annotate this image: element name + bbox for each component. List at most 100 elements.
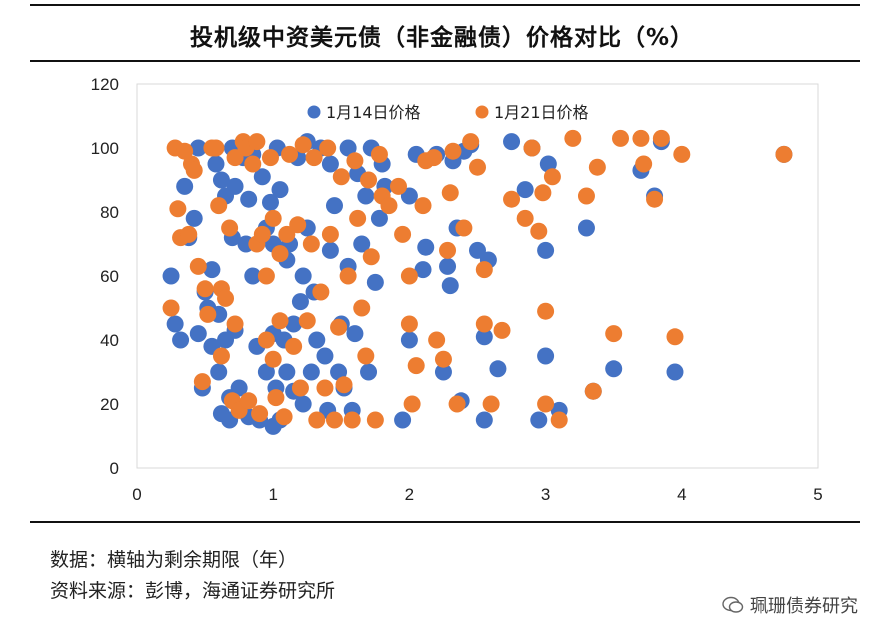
scatter-point-1 <box>172 331 190 349</box>
scatter-point-2 <box>264 209 282 227</box>
title-rule <box>30 60 860 62</box>
scatter-point-1 <box>176 177 194 195</box>
data-note: 数据：横轴为剩余期限（年） <box>50 549 298 571</box>
scatter-point-1 <box>417 238 435 256</box>
x-tick-label: 2 <box>405 485 414 504</box>
chart-title: 投机级中资美元债（非金融债）价格对比（%） <box>189 25 695 51</box>
scatter-point-2 <box>335 376 353 394</box>
scatter-point-2 <box>530 222 548 240</box>
scatter-point-1 <box>210 363 228 381</box>
scatter-point-2 <box>434 350 452 368</box>
scatter-point-2 <box>394 225 412 243</box>
scatter-point-2 <box>462 133 480 151</box>
scatter-point-2 <box>298 312 316 330</box>
scatter-point-2 <box>652 129 670 147</box>
scatter-point-1 <box>357 187 375 205</box>
scatter-point-2 <box>207 139 225 157</box>
chart-bottom-rule <box>30 521 860 523</box>
scatter-point-2 <box>302 235 320 253</box>
legend-label-2: 1月21日价格 <box>494 103 589 122</box>
scatter-point-2 <box>289 216 307 234</box>
scatter-point-1 <box>434 363 452 381</box>
scatter-point-1 <box>605 360 623 378</box>
scatter-point-2 <box>400 267 418 285</box>
scatter-point-2 <box>199 305 217 323</box>
scatter-point-2 <box>635 155 653 173</box>
scatter-point-2 <box>275 408 293 426</box>
legend-marker-1 <box>307 105 321 119</box>
scatter-point-2 <box>193 373 211 391</box>
y-tick-label: 20 <box>100 395 119 414</box>
scatter-point-2 <box>357 347 375 365</box>
scatter-point-2 <box>537 395 555 413</box>
x-tick-label: 0 <box>132 485 141 504</box>
scatter-point-2 <box>523 139 541 157</box>
scatter-point-1 <box>207 155 225 173</box>
scatter-point-2 <box>240 392 258 410</box>
scatter-point-2 <box>588 158 606 176</box>
scatter-point-1 <box>503 133 521 151</box>
scatter-point-1 <box>240 190 258 208</box>
scatter-point-1 <box>370 209 388 227</box>
scatter-point-1 <box>394 411 412 429</box>
scatter-point-2 <box>534 184 552 202</box>
scatter-point-2 <box>605 325 623 343</box>
scatter-point-1 <box>185 209 203 227</box>
scatter-point-1 <box>257 363 275 381</box>
scatter-point-2 <box>516 209 534 227</box>
scatter-point-2 <box>360 171 378 189</box>
scatter-point-2 <box>366 411 384 429</box>
scatter-point-2 <box>271 312 289 330</box>
scatter-point-2 <box>305 149 323 167</box>
scatter-point-2 <box>673 145 691 163</box>
y-tick-label: 40 <box>100 331 119 350</box>
scatter-point-2 <box>646 190 664 208</box>
scatter-point-2 <box>425 149 443 167</box>
scatter-point-1 <box>261 193 279 211</box>
scatter-point-2 <box>278 225 296 243</box>
scatter-point-2 <box>414 197 432 215</box>
legend-marker-2 <box>475 105 489 119</box>
scatter-point-2 <box>332 168 350 186</box>
scatter-point-2 <box>353 299 371 317</box>
scatter-point-2 <box>407 357 425 375</box>
scatter-point-2 <box>226 315 244 333</box>
scatter-point-2 <box>612 129 630 147</box>
scatter-point-2 <box>189 257 207 275</box>
y-tick-label: 100 <box>91 139 119 158</box>
scatter-point-1 <box>414 261 432 279</box>
scatter-point-1 <box>475 411 493 429</box>
x-tick-label: 4 <box>677 485 686 504</box>
scatter-point-1 <box>666 363 684 381</box>
scatter-point-2 <box>221 219 239 237</box>
scatter-point-1 <box>441 277 459 295</box>
plot-area <box>136 83 819 469</box>
scatter-point-2 <box>380 197 398 215</box>
scatter-point-2 <box>584 382 602 400</box>
scatter-point-2 <box>577 187 595 205</box>
scatter-point-1 <box>271 181 289 199</box>
scatter-point-2 <box>308 411 326 429</box>
scatter-point-2 <box>503 190 521 208</box>
scatter-point-1 <box>469 241 486 259</box>
scatter-point-2 <box>370 145 388 163</box>
x-tick-label: 5 <box>813 485 822 504</box>
scatter-point-2 <box>439 241 457 259</box>
scatter-point-2 <box>285 337 303 355</box>
scatter-point-2 <box>537 302 555 320</box>
scatter-point-1 <box>516 181 534 199</box>
scatter-point-1 <box>166 315 184 333</box>
scatter-point-1 <box>308 331 326 349</box>
x-tick-label: 3 <box>541 485 550 504</box>
scatter-point-2 <box>176 142 194 160</box>
scatter-point-2 <box>244 155 262 173</box>
scatter-point-2 <box>400 315 418 333</box>
scatter-point-2 <box>455 219 473 237</box>
scatter-point-2 <box>666 328 684 346</box>
scatter-point-1 <box>489 360 507 378</box>
scatter-point-2 <box>319 139 337 157</box>
scatter-point-1 <box>537 241 555 259</box>
wechat-icon <box>722 596 744 613</box>
scatter-point-1 <box>577 219 595 237</box>
scatter-point-1 <box>475 328 493 346</box>
